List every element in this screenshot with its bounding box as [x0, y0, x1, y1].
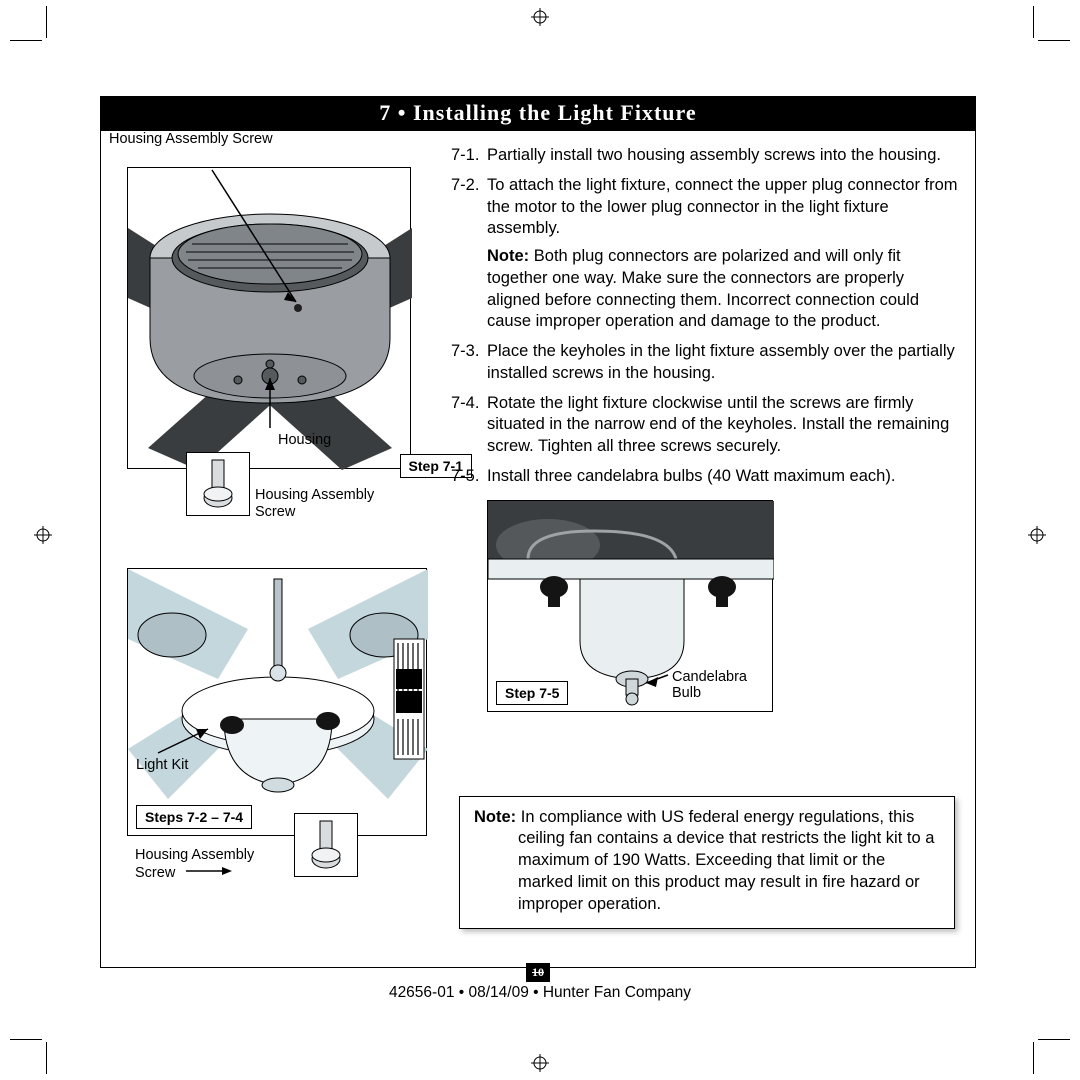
section-title: 7 • Installing the Light Fixture [101, 97, 975, 131]
crop-mark [46, 1042, 47, 1074]
right-column: 7-1.Partially install two housing assemb… [451, 145, 959, 955]
registration-mark-icon [1028, 526, 1046, 544]
footer: 42656-01 • 08/14/09 • Hunter Fan Company [389, 984, 691, 1002]
light-kit-illustration [128, 569, 428, 837]
crop-mark [1033, 6, 1034, 38]
step-7-1: 7-1.Partially install two housing assemb… [487, 145, 959, 167]
content-frame: 7 • Installing the Light Fixture Housing… [100, 96, 976, 968]
page-number: 10 [526, 963, 550, 982]
callout-candelabra-bulb: Candelabra Bulb [672, 669, 747, 702]
left-column: Housing Assembly Screw [123, 145, 433, 955]
registration-mark-icon [531, 8, 549, 26]
crop-mark [10, 1039, 42, 1040]
crop-mark [10, 40, 42, 41]
callout-housing-assembly-screw-top: Housing Assembly Screw [109, 131, 273, 148]
crop-mark [1033, 1042, 1034, 1074]
page: 7 • Installing the Light Fixture Housing… [0, 0, 1080, 1080]
figure-step-7-5: Step 7-5 Candelabra Bulb [487, 500, 773, 712]
registration-mark-icon [531, 1054, 549, 1072]
step-7-4: 7-4.Rotate the light fixture clockwise u… [487, 393, 959, 458]
figure-step-7-1: Housing Step 7-1 [127, 167, 411, 469]
compliance-note: Note: In compliance with US federal ener… [459, 796, 955, 929]
screw-inset-icon [186, 452, 250, 516]
step-7-2-note: Note: Both plug connectors are polarized… [487, 246, 959, 333]
crop-mark [46, 6, 47, 38]
registration-mark-icon [34, 526, 52, 544]
figure-steps-7-2-7-4: Light Kit Steps 7-2 – 7-4 [127, 568, 427, 836]
step-7-2: 7-2.To attach the light fixture, connect… [487, 175, 959, 333]
step-tag-7-2-7-4: Steps 7-2 – 7-4 [136, 805, 252, 829]
callout-housing-assembly-screw-inset1: Housing Assembly Screw [255, 487, 433, 520]
fan-housing-illustration [128, 168, 412, 470]
step-7-3: 7-3.Place the keyholes in the light fixt… [487, 341, 959, 385]
step-7-5: 7-5.Install three candelabra bulbs (40 W… [487, 466, 959, 488]
crop-mark [1038, 1039, 1070, 1040]
callout-light-kit: Light Kit [136, 757, 188, 774]
step-tag-7-5: Step 7-5 [496, 681, 568, 705]
callout-housing: Housing [278, 432, 331, 449]
body: Housing Assembly Screw [101, 131, 975, 967]
crop-mark [1038, 40, 1070, 41]
instruction-list: 7-1.Partially install two housing assemb… [451, 145, 959, 488]
